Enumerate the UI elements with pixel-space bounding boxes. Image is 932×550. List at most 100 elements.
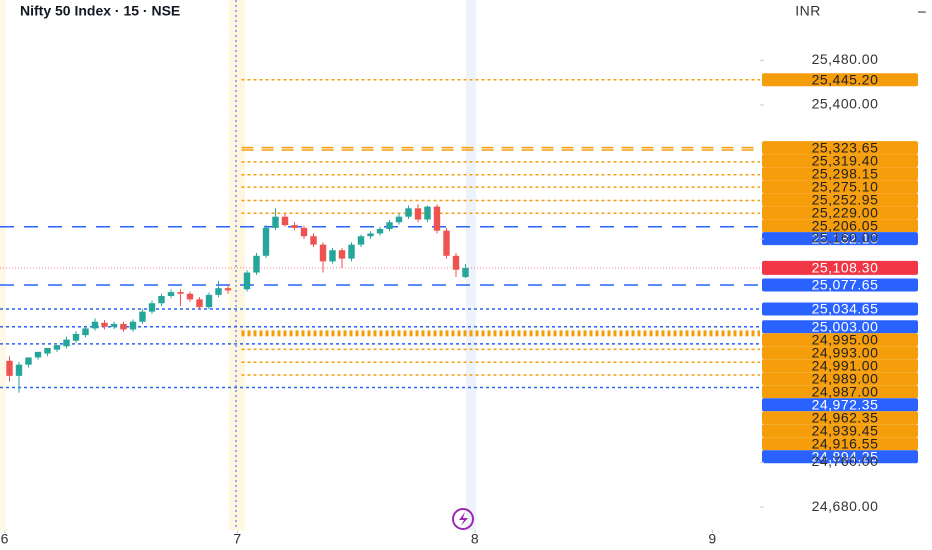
level-label: 24,972.35	[812, 396, 879, 412]
candle-body	[376, 228, 384, 234]
candle-body	[329, 250, 336, 262]
y-tick-label: 24,760.00	[812, 453, 879, 469]
candle-body	[72, 333, 80, 341]
candle-body	[167, 292, 175, 296]
level-label: 25,229.00	[812, 204, 879, 220]
logo	[452, 508, 474, 530]
collapse-icon[interactable]: –	[918, 3, 926, 19]
level-label-box	[762, 437, 918, 451]
x-tick-label: 9	[708, 531, 716, 547]
candle-body	[34, 351, 42, 358]
level-label-box	[762, 206, 918, 220]
candle-body	[386, 222, 393, 229]
candle-body	[348, 244, 355, 259]
candle-body	[281, 216, 289, 226]
candle-body	[158, 295, 165, 304]
candle-body	[120, 323, 127, 330]
level-label: 25,319.40	[812, 152, 879, 168]
candle-body	[6, 360, 13, 376]
candle-body	[101, 322, 108, 327]
candle-body	[63, 339, 70, 347]
candle-body	[300, 227, 308, 237]
candle-body	[357, 236, 365, 245]
level-label-box	[762, 359, 918, 373]
candle-body	[319, 244, 327, 262]
level-label: 25,323.65	[812, 139, 879, 155]
candle-body	[424, 206, 431, 220]
candle-body	[177, 292, 184, 294]
level-label-box	[762, 411, 918, 425]
level-label: 25,298.15	[812, 165, 879, 181]
candle-body	[44, 347, 51, 354]
level-label-box	[762, 385, 918, 399]
x-tick-label: 7	[233, 531, 241, 547]
level-label-box	[762, 424, 918, 438]
candle-body	[196, 299, 203, 308]
session-band	[466, 0, 476, 530]
level-label: 24,894.25	[812, 448, 879, 464]
level-label-box	[762, 372, 918, 386]
candle-body	[443, 230, 450, 256]
last-price-label: 25,108.30	[812, 260, 879, 276]
level-label-box	[762, 320, 918, 334]
candle-body	[433, 206, 441, 231]
level-label-box	[762, 180, 918, 194]
level-label: 25,252.95	[812, 191, 879, 207]
session-band	[0, 0, 6, 530]
level-label: 24,987.00	[812, 383, 879, 399]
level-label: 24,989.00	[812, 370, 879, 386]
level-label: 25,275.10	[812, 178, 879, 194]
level-label-box	[762, 167, 918, 181]
level-label-box	[762, 193, 918, 207]
last-price-box	[762, 260, 918, 275]
candle-body	[414, 208, 422, 220]
candle-body	[310, 236, 317, 245]
level-label: 25,206.05	[812, 217, 879, 233]
y-tick-label: 25,480.00	[812, 51, 879, 67]
candle-body	[243, 272, 251, 290]
y-tick-label: 25,400.00	[812, 96, 879, 112]
level-label: 25,077.65	[812, 277, 879, 293]
x-tick-label: 8	[471, 531, 479, 547]
x-tick-label: 6	[1, 531, 9, 547]
level-label: 25,034.65	[812, 301, 879, 317]
level-label: 24,962.35	[812, 409, 879, 425]
level-label-box	[762, 398, 918, 412]
candle-body	[186, 293, 194, 300]
level-label-box	[762, 219, 918, 233]
candle-body	[253, 255, 260, 273]
level-label: 24,991.00	[812, 357, 879, 373]
level-label: 24,993.00	[812, 344, 879, 360]
candle-body	[405, 208, 412, 217]
y-tick-label: 25,160.00	[812, 230, 879, 246]
candle-body	[395, 216, 403, 223]
candle-body	[262, 227, 270, 256]
candle-body	[291, 225, 298, 228]
candle-body	[272, 216, 279, 228]
level-label-box	[762, 154, 918, 168]
candle-body	[82, 328, 89, 336]
candle-body	[338, 250, 346, 259]
candle-body	[452, 255, 460, 270]
candle-body	[215, 288, 222, 295]
candle-body	[91, 321, 99, 329]
candle-body	[224, 288, 232, 291]
candle-body	[110, 323, 118, 327]
candle-body	[15, 364, 23, 376]
level-label-box	[762, 141, 918, 155]
level-label-box	[762, 278, 918, 292]
candle-body	[139, 311, 146, 322]
candle-body	[462, 267, 469, 278]
level-label-box	[762, 333, 918, 347]
candle-body	[367, 233, 374, 237]
currency: INR	[795, 3, 821, 19]
level-label: 25,445.20	[812, 71, 879, 87]
level-label-box	[762, 450, 918, 464]
level-label: 24,916.55	[812, 435, 879, 451]
level-label: 24,995.00	[812, 331, 879, 347]
candle-body	[129, 321, 137, 330]
candle-body	[25, 357, 32, 365]
level-label: 25,182.10	[812, 230, 879, 246]
level-label: 25,003.00	[812, 318, 879, 334]
